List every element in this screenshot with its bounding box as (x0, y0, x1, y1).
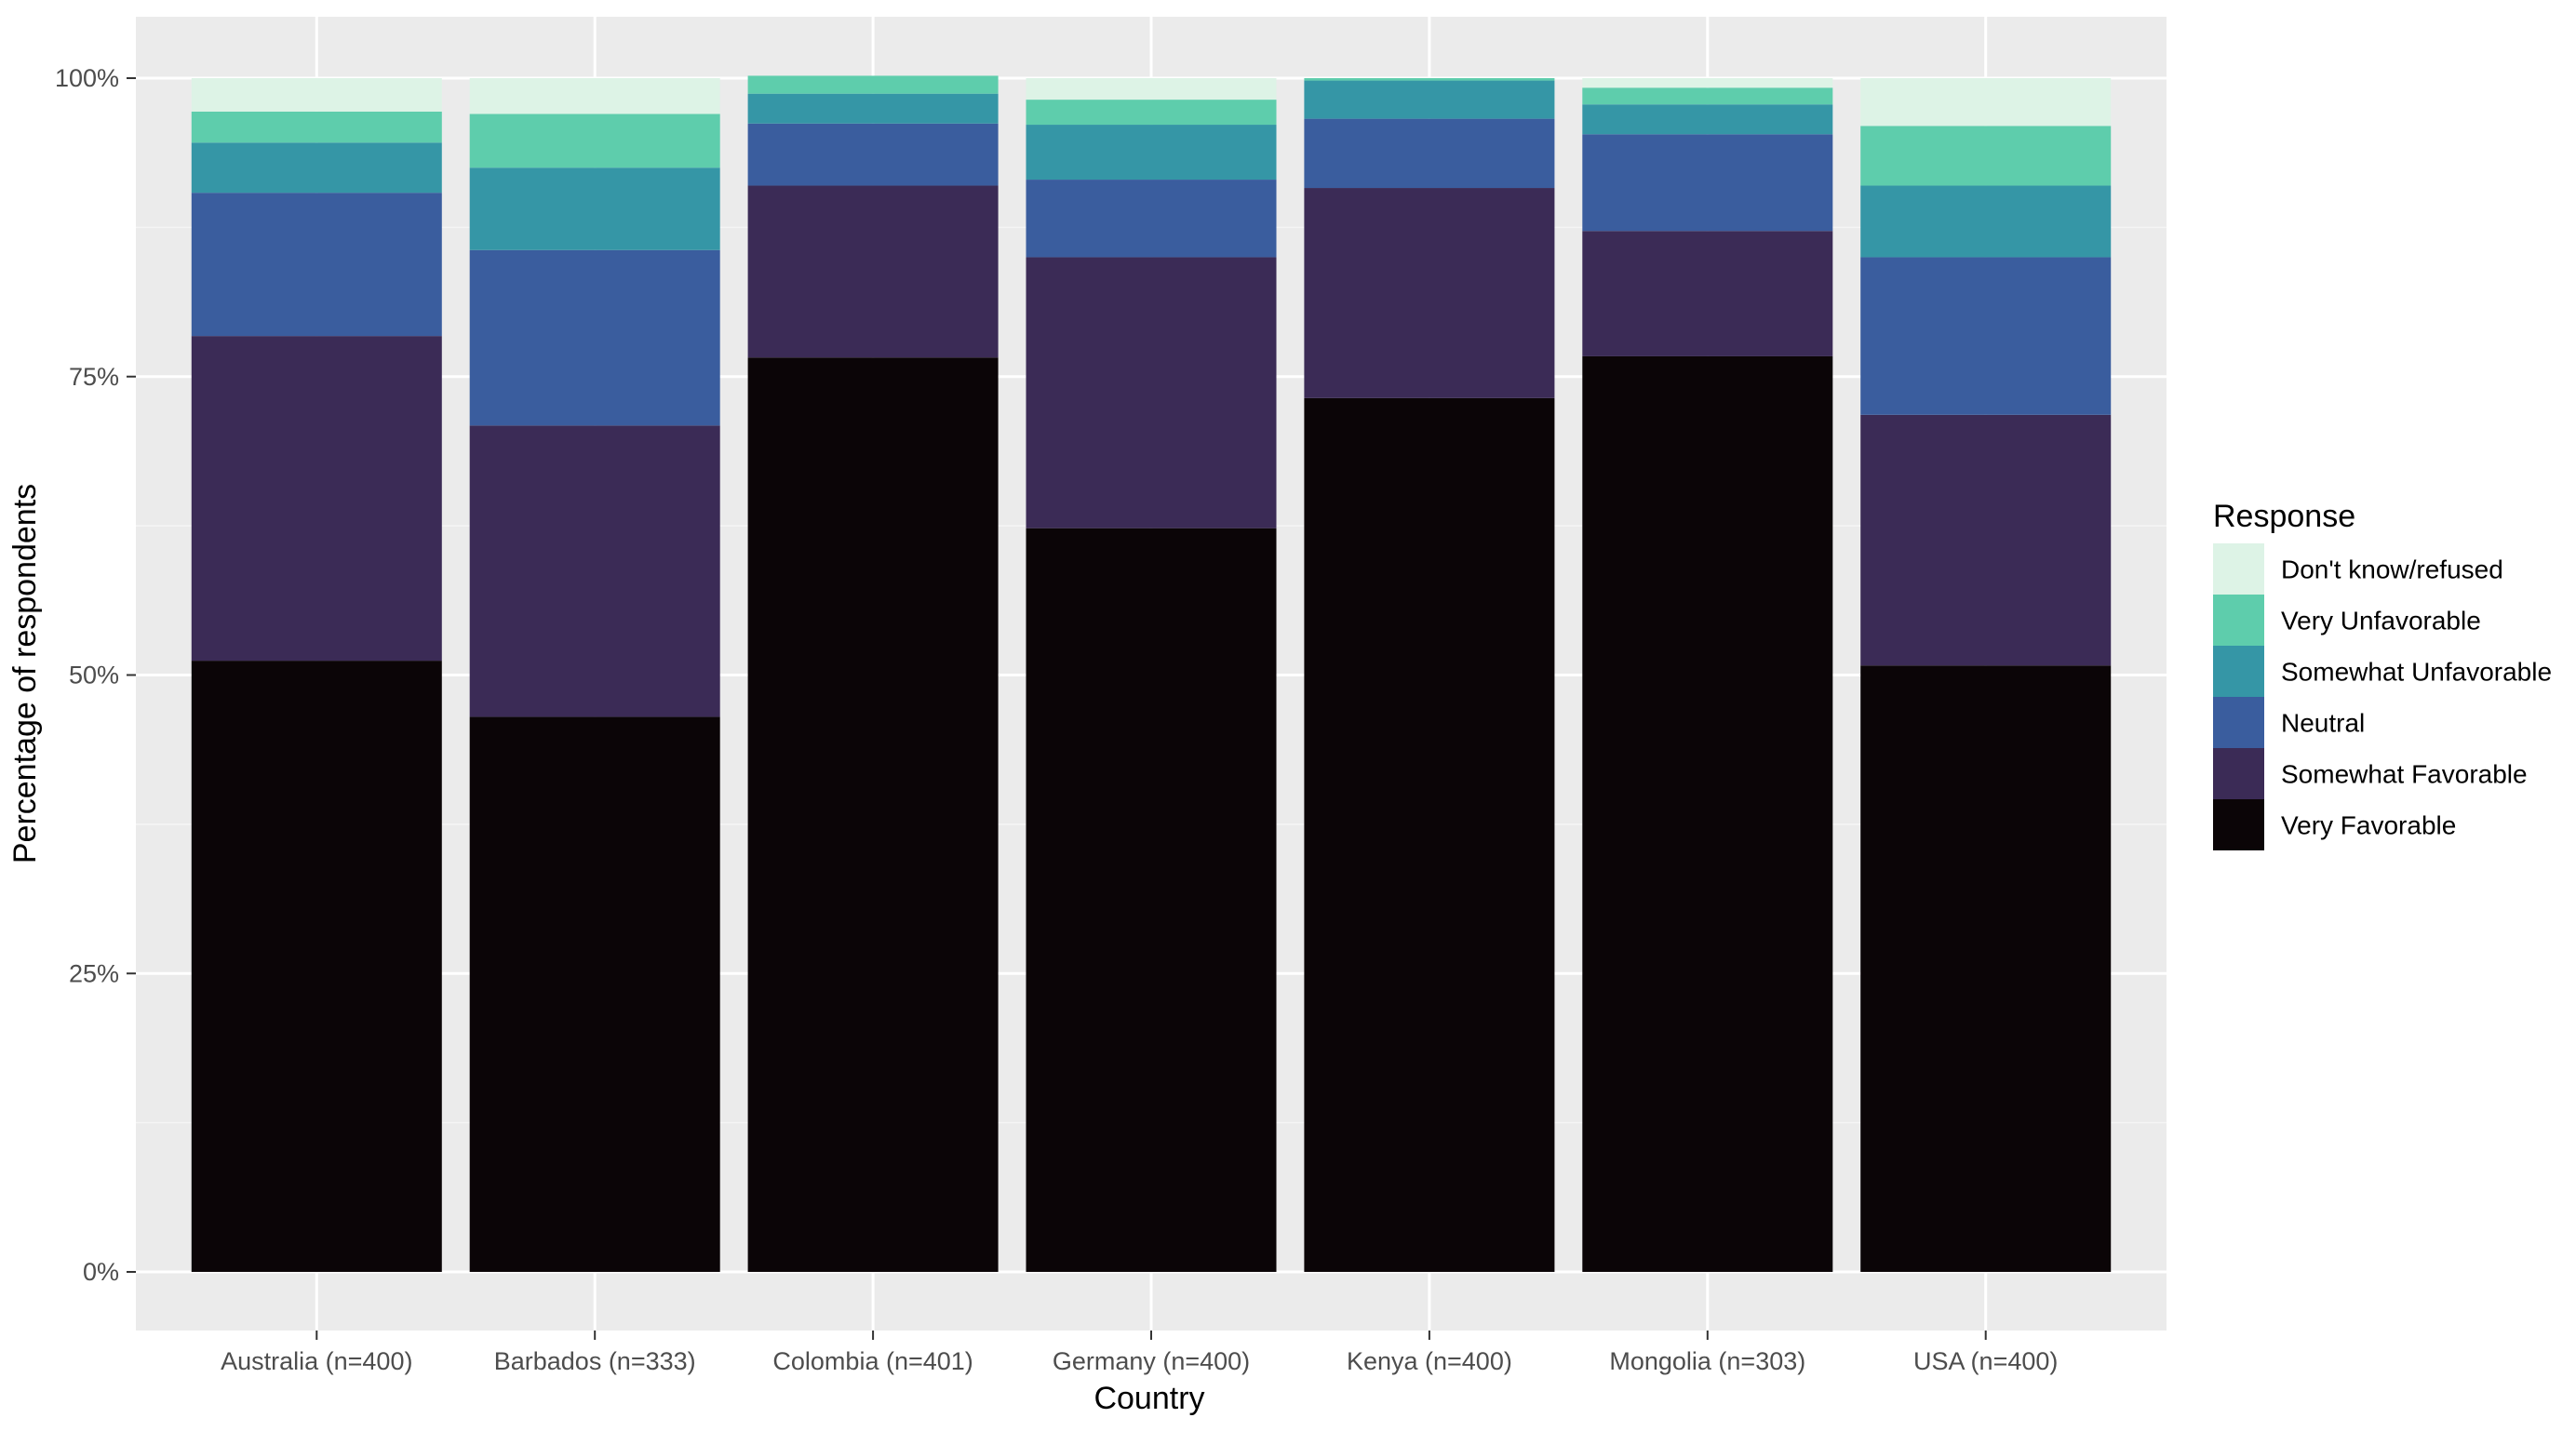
bar-segment (469, 249, 720, 426)
y-axis: 0% 25% 50% 75% 100% (55, 64, 136, 1286)
bar-segment (191, 78, 442, 112)
legend-label: Somewhat Favorable (2281, 760, 2528, 789)
y-tick-label: 75% (69, 363, 119, 391)
legend-label: Neutral (2281, 709, 2365, 738)
y-tick-label: 25% (69, 959, 119, 987)
legend-key (2213, 543, 2264, 595)
bar-segment (1026, 78, 1277, 100)
legend-key (2213, 646, 2264, 697)
legend-key (2213, 748, 2264, 799)
bar-segment (1582, 355, 1833, 1273)
bar-segment (1026, 257, 1277, 528)
legend-key (2213, 799, 2264, 850)
x-tick-label: Germany (n=400) (1053, 1347, 1250, 1375)
bar-segment (191, 142, 442, 194)
bar-segment (1026, 100, 1277, 126)
bar-segment (1304, 397, 1555, 1272)
legend-label: Don't know/refused (2281, 555, 2503, 584)
bar-segment (747, 357, 999, 1272)
bar-segment (1582, 134, 1833, 232)
bar-segment (1304, 78, 1555, 81)
y-tick-label: 100% (55, 64, 119, 92)
bar-segment (469, 425, 720, 717)
bar-segment (1860, 126, 2112, 186)
bar-segment (1582, 78, 1833, 88)
bar-segment (1860, 257, 2112, 415)
legend-label: Very Favorable (2281, 811, 2456, 840)
bar-segment (1860, 665, 2112, 1272)
bar-segment (747, 75, 999, 94)
bar-segment (1304, 188, 1555, 398)
bar-segment (1026, 125, 1277, 181)
bars (191, 75, 2112, 1273)
legend-label: Somewhat Unfavorable (2281, 658, 2552, 687)
bar-segment (191, 111, 442, 143)
x-tick-label: Mongolia (n=303) (1609, 1347, 1805, 1375)
legend: Response Don't know/refused Very Unfavora… (2213, 499, 2552, 850)
legend-key (2213, 697, 2264, 748)
x-tick-label: Australia (n=400) (221, 1347, 412, 1375)
bar-segment (1026, 528, 1277, 1272)
y-tick-label: 50% (69, 662, 119, 689)
bar-segment (469, 114, 720, 168)
x-tick-label: USA (n=400) (1913, 1347, 2058, 1375)
bar-segment (469, 716, 720, 1272)
bar-segment (1304, 118, 1555, 189)
bar-segment (191, 193, 442, 337)
legend-label: Very Unfavorable (2281, 607, 2481, 635)
bar-segment (1026, 180, 1277, 258)
y-tick-label: 0% (83, 1258, 119, 1286)
x-tick-label: Colombia (n=401) (772, 1347, 973, 1375)
y-axis-title: Percentage of respondents (7, 484, 43, 863)
x-axis: Australia (n=400) Barbados (n=333) Colombi… (221, 1331, 2058, 1375)
bar-segment (747, 185, 999, 358)
bar-segment (747, 93, 999, 124)
legend-key (2213, 595, 2264, 646)
bar-segment (1582, 87, 1833, 105)
bar-segment (469, 167, 720, 250)
bar-segment (1860, 185, 2112, 258)
bar-segment (1860, 414, 2112, 666)
legend-title: Response (2213, 499, 2355, 534)
bar-segment (191, 661, 442, 1272)
bar-segment (1582, 104, 1833, 135)
x-tick-label: Kenya (n=400) (1347, 1347, 1512, 1375)
bar-segment (469, 78, 720, 114)
bar-segment (1304, 80, 1555, 119)
bar-segment (191, 336, 442, 662)
bar-segment (1860, 78, 2112, 127)
x-axis-title: Country (1093, 1381, 1204, 1416)
bar-segment (747, 123, 999, 186)
x-tick-label: Barbados (n=333) (494, 1347, 696, 1375)
bar-segment (1582, 231, 1833, 356)
